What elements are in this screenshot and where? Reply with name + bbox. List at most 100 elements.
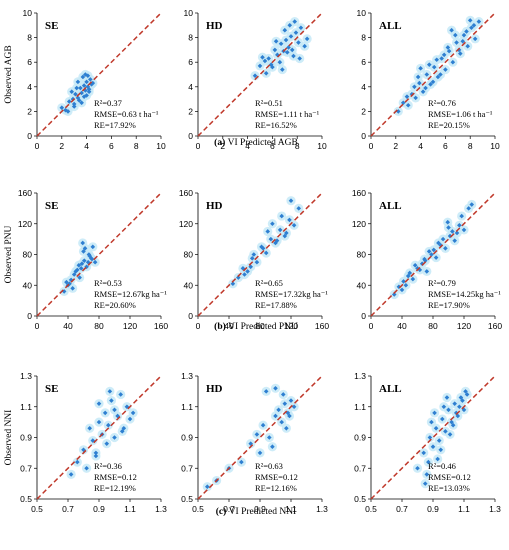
stat-r2: R²=0.76 <box>428 98 456 108</box>
data-point <box>291 404 297 410</box>
data-point <box>286 45 291 50</box>
data-point <box>76 98 82 103</box>
data-point <box>467 18 473 23</box>
data-point <box>459 213 464 219</box>
stat-r2: R²=0.36 <box>94 461 122 471</box>
data-point <box>71 104 77 109</box>
y-tick-label: 0.9 <box>354 433 366 443</box>
data-point <box>282 233 288 239</box>
y-tick-label: 0 <box>188 311 193 321</box>
data-point <box>127 416 133 422</box>
data-point <box>205 484 210 489</box>
data-point <box>81 94 87 99</box>
y-tick-label: 8 <box>361 33 366 43</box>
data-point <box>282 27 288 33</box>
data-point <box>273 38 279 44</box>
data-point <box>106 422 111 428</box>
row-caption: (a) VI Predicted AGB <box>214 137 298 148</box>
y-tick-label: 0.7 <box>20 463 32 473</box>
data-point <box>104 441 110 446</box>
data-point <box>273 413 278 419</box>
data-point <box>435 456 440 462</box>
point-halo-group <box>66 386 138 479</box>
data-point <box>435 74 441 80</box>
data-point <box>260 54 265 60</box>
stat-re: RE=12.16% <box>255 483 297 493</box>
x-tick-label: 0 <box>35 321 40 331</box>
data-point <box>87 253 92 259</box>
data-point <box>93 453 99 459</box>
x-tick-label: 8 <box>468 141 473 151</box>
data-point <box>423 85 428 91</box>
panel-tag: ALL <box>379 383 402 395</box>
data-point <box>92 259 98 265</box>
data-point <box>463 389 468 394</box>
y-tick-label: 0 <box>361 311 366 321</box>
data-point <box>449 27 454 33</box>
data-point <box>446 48 452 54</box>
data-point <box>454 40 459 45</box>
data-point <box>279 213 284 219</box>
stat-r2: R²=0.53 <box>94 278 122 288</box>
data-point <box>465 43 471 49</box>
data-point <box>443 246 448 251</box>
x-tick-label: 1.1 <box>285 504 297 514</box>
x-tick-label: 0 <box>369 321 374 331</box>
scatter-panel-se: 0.50.50.70.70.90.91.11.11.31.3SER²=0.36R… <box>20 371 167 514</box>
y-tick-label: 0.7 <box>354 463 366 473</box>
data-point <box>464 392 470 397</box>
x-tick-label: 120 <box>284 321 298 331</box>
data-point <box>287 217 292 223</box>
data-point <box>403 282 409 288</box>
data-point <box>277 59 283 65</box>
y-tick-label: 0.7 <box>181 463 193 473</box>
data-point <box>405 273 411 279</box>
y-tick-label: 40 <box>23 280 33 290</box>
data-point <box>65 109 71 114</box>
data-point <box>84 465 89 471</box>
one-to-one-line <box>370 12 496 137</box>
data-point <box>461 227 467 233</box>
stat-re: RE=17.92% <box>94 120 136 130</box>
x-tick-label: 40 <box>224 321 234 331</box>
data-point <box>263 70 269 76</box>
data-point <box>270 221 275 227</box>
x-tick-label: 1.3 <box>155 504 167 514</box>
one-to-one-line <box>197 12 323 137</box>
y-tick-label: 1.1 <box>20 402 32 412</box>
caption-letter: (a) <box>214 137 227 148</box>
y-tick-label: 4 <box>361 82 366 92</box>
stat-re: RE=17.90% <box>428 300 470 310</box>
y-tick-label: 0.5 <box>20 494 32 504</box>
data-point <box>69 89 75 95</box>
data-point <box>79 261 85 267</box>
data-point <box>447 432 453 437</box>
data-point <box>68 472 74 477</box>
data-point <box>405 102 411 108</box>
x-tick-label: 40 <box>397 321 407 331</box>
data-point <box>446 407 451 413</box>
data-point <box>452 238 457 243</box>
data-point <box>457 222 462 228</box>
data-point <box>102 410 108 416</box>
data-point <box>74 85 79 91</box>
panel-tag: HD <box>206 383 223 395</box>
data-point <box>252 73 258 79</box>
data-point <box>400 100 406 106</box>
data-point <box>293 30 299 35</box>
data-point <box>73 269 79 274</box>
y-tick-label: 6 <box>27 57 32 67</box>
data-point <box>444 395 450 400</box>
stat-rmse: RMSE=0.12 <box>428 472 471 482</box>
data-point <box>424 472 430 477</box>
data-point <box>251 252 257 257</box>
one-to-one-line <box>36 375 162 500</box>
scatter-panel-hd: 0.50.50.70.70.90.91.11.11.31.3HDR²=0.63R… <box>181 371 328 514</box>
data-point <box>450 229 455 234</box>
data-point <box>240 266 246 271</box>
data-point <box>453 32 458 38</box>
y-tick-label: 0.5 <box>181 494 193 504</box>
data-point <box>461 407 467 413</box>
